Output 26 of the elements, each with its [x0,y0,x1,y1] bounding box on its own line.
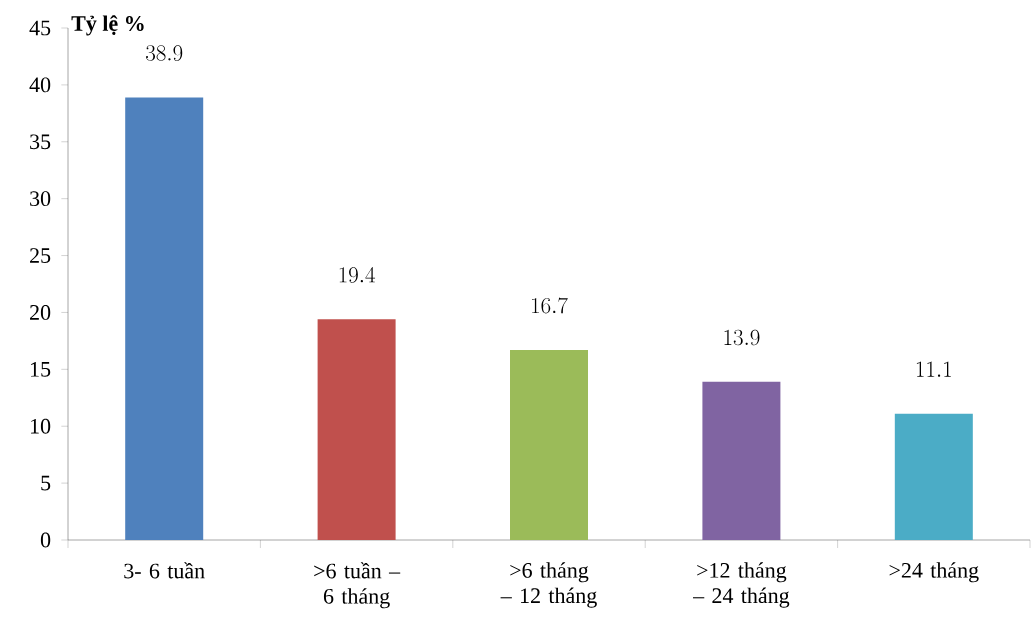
bar [510,349,589,540]
x-tick-label: >6 tuần – 6 tháng [314,562,401,609]
y-tick-label: 35 [30,134,51,150]
y-tick-label: 40 [29,77,51,93]
bar [702,381,781,540]
data-label: 11 . 1 [916,361,952,377]
y-tick-label: 0 [40,532,51,548]
y-tick-label: 45 [29,20,51,36]
data-label: 38.9 [146,45,183,61]
bar [125,97,204,540]
x-tick-label: >24 tháng [889,562,979,583]
x-tick-label: 3- 6 tuần [124,562,205,579]
x-tick-label: >12 tháng – 24 tháng [692,562,790,608]
x-tick-label: >6 tháng – 12 tháng [500,562,597,608]
y-tick-label: 5 [41,475,51,491]
bar [894,413,973,540]
bar [317,319,396,540]
y-tick-label: 15 [31,361,51,377]
y-axis-title: Tỷ lệ % [71,15,144,36]
data-label: 19.4 [339,266,376,283]
y-tick-label: 30 [30,191,51,207]
y-tick-label: 10 [31,418,51,434]
data-label: 13.9 [724,329,760,346]
data-label: 16.7 [532,297,568,314]
y-tick-label: 20 [30,305,51,320]
y-tick-label: 25 [30,248,51,263]
